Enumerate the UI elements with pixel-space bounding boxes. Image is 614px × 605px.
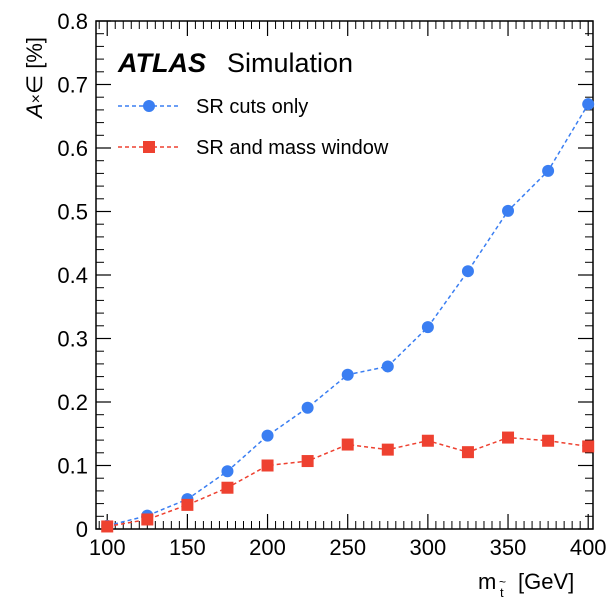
- x-tick-label: 250: [329, 535, 366, 560]
- x-tick-label: 150: [169, 535, 206, 560]
- data-point-series-1: [221, 481, 234, 494]
- svg-text:A×∈[%]: A×∈ [%]: [22, 37, 47, 120]
- y-tick-label: 0: [76, 517, 88, 542]
- data-point-series-1: [181, 498, 194, 511]
- plot-frame: [95, 20, 594, 530]
- y-tick-label: 0.4: [57, 263, 88, 288]
- y-tick-label: 0.6: [57, 136, 88, 161]
- data-point-series-0: [502, 204, 515, 217]
- data-point-series-0: [301, 401, 314, 414]
- series-line-0: [107, 103, 589, 527]
- data-point-series-0: [461, 265, 474, 278]
- data-point-series-0: [421, 321, 434, 334]
- series-layer: [101, 98, 595, 533]
- data-point-series-1: [381, 443, 394, 456]
- x-tick-label: 350: [490, 535, 527, 560]
- legend-marker-series-1: [143, 141, 155, 153]
- x-axis-symbol: m: [478, 569, 496, 594]
- y-tick-label: 0.5: [57, 200, 88, 225]
- data-point-series-1: [542, 434, 555, 447]
- x-axis-subscript-accent: ~: [499, 575, 506, 589]
- x-axis-subscript: t: [500, 585, 504, 600]
- y-axis-times: ×: [28, 94, 45, 103]
- data-point-series-0: [261, 429, 274, 442]
- legend-label-series-1: SR and mass window: [196, 137, 389, 159]
- legend-label-series-0: SR cuts only: [196, 96, 308, 118]
- y-axis-title: A×∈ [%]: [22, 37, 47, 120]
- svg-text:m: m: [478, 569, 496, 594]
- data-point-series-1: [502, 431, 515, 444]
- data-point-series-1: [301, 455, 314, 468]
- series-line-1: [107, 436, 589, 528]
- y-tick-label: 0.8: [57, 9, 88, 34]
- data-point-series-0: [341, 368, 354, 381]
- experiment-label: ATLAS: [117, 48, 206, 78]
- x-axis-title: m ~ t [GeV]: [478, 569, 574, 600]
- y-tick-label: 0.3: [57, 327, 88, 352]
- data-point-series-0: [381, 360, 394, 373]
- y-axis-symbol: A: [22, 103, 47, 120]
- legend-marker-series-0: [143, 100, 155, 112]
- data-point-series-1: [261, 459, 274, 472]
- data-point-series-1: [101, 520, 114, 533]
- data-point-series-0: [582, 98, 595, 111]
- data-point-series-0: [542, 164, 555, 177]
- data-point-series-1: [421, 434, 434, 447]
- data-point-series-0: [221, 465, 234, 478]
- legend: SR cuts only SR and mass window: [118, 96, 389, 159]
- data-point-series-1: [341, 438, 354, 451]
- y-axis-epsilon: ∈: [22, 75, 47, 94]
- y-tick-label: 0.7: [57, 73, 88, 98]
- y-axis-unit: [%]: [22, 37, 47, 69]
- y-tick-label: 0.1: [57, 454, 88, 479]
- x-tick-label: 300: [410, 535, 447, 560]
- x-tick-label: 100: [89, 535, 126, 560]
- data-point-series-1: [582, 440, 595, 453]
- axis-ticks: 100 150 200 250 300 350 400 0 0.1 0.2 0.3 0.4 0.5 0.6…: [57, 9, 606, 560]
- experiment-sublabel: Simulation: [227, 48, 353, 78]
- data-point-series-1: [141, 513, 154, 526]
- data-point-series-1: [461, 446, 474, 459]
- x-tick-label: 400: [570, 535, 607, 560]
- x-tick-label: 200: [249, 535, 286, 560]
- x-axis-unit: [GeV]: [518, 569, 574, 594]
- y-tick-label: 0.2: [57, 390, 88, 415]
